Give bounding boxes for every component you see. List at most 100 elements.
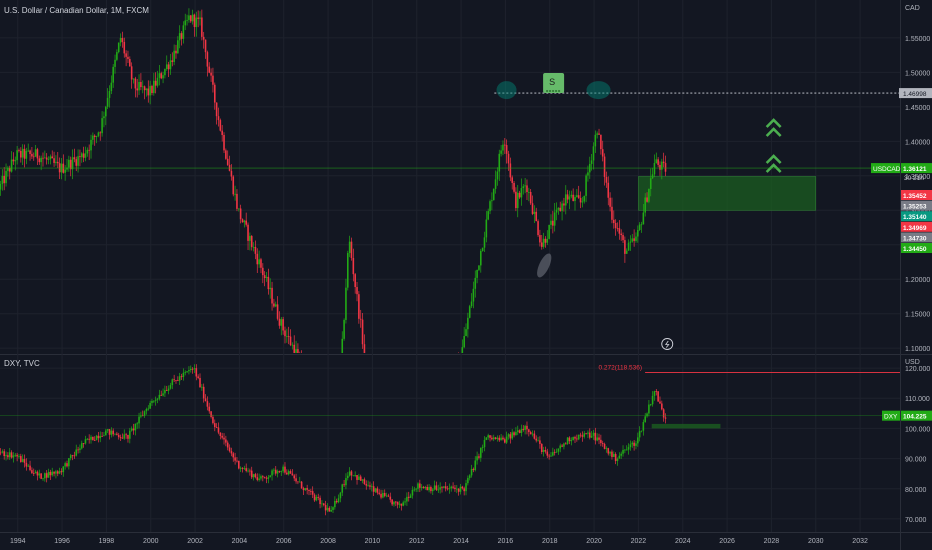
- candle-body: [104, 106, 107, 117]
- candle-body: [254, 246, 257, 254]
- candle-body: [188, 15, 190, 20]
- candle-body: [426, 487, 429, 491]
- candle-body: [544, 238, 547, 243]
- candle-body: [138, 81, 140, 91]
- candle-body: [662, 161, 665, 164]
- candle-body: [492, 437, 495, 440]
- top-marker-ellipse[interactable]: [586, 81, 611, 100]
- candle-body: [513, 432, 515, 436]
- candle-body: [234, 457, 236, 461]
- candle-body: [522, 428, 525, 430]
- candle-body: [522, 186, 525, 189]
- candle-body: [596, 437, 598, 441]
- candle-body: [382, 492, 384, 498]
- candle-body: [232, 453, 235, 458]
- drawings[interactable]: [638, 176, 817, 211]
- candle-body: [661, 161, 663, 170]
- top-marker-ellipse[interactable]: [496, 81, 517, 100]
- candle-body: [655, 391, 658, 392]
- candle-body: [117, 434, 120, 438]
- candle-body: [223, 437, 225, 440]
- candle-body: [256, 253, 259, 265]
- candle-body: [45, 473, 48, 478]
- candle-body: [581, 201, 584, 203]
- candle-body: [529, 191, 532, 204]
- candle-body: [116, 52, 118, 60]
- low-marker-ellipse[interactable]: [534, 252, 554, 280]
- candle-body: [601, 149, 604, 157]
- candle-body: [125, 434, 127, 436]
- candle-body: [576, 438, 578, 440]
- candle-body: [455, 488, 458, 490]
- candle-body: [103, 116, 105, 119]
- annotation-badge[interactable]: [543, 73, 565, 93]
- candle-body: [564, 194, 567, 206]
- candle-body: [213, 423, 216, 428]
- candle-body: [278, 471, 281, 472]
- lightning-glyph: [664, 340, 670, 348]
- dxy-zone[interactable]: [651, 423, 721, 429]
- resistance-badge-text: 1.46998: [903, 91, 927, 98]
- candle-body: [162, 393, 164, 396]
- candle-body: [550, 455, 552, 457]
- candle-body: [498, 437, 501, 441]
- candle-body: [156, 77, 159, 86]
- candle-body: [291, 473, 294, 476]
- y-tick-label: 1.10000: [905, 346, 930, 353]
- x-tick-label: 2002: [187, 538, 203, 545]
- candle-body: [247, 470, 249, 472]
- candle-body: [533, 433, 536, 439]
- candle-body: [93, 440, 96, 441]
- candle-body: [402, 502, 405, 506]
- candle-body: [276, 304, 279, 319]
- candle-body: [535, 438, 538, 441]
- candle-body: [55, 161, 57, 163]
- candle-body: [232, 176, 235, 195]
- candle-body: [84, 153, 87, 158]
- candle-body: [236, 460, 238, 462]
- candle-body: [263, 275, 266, 279]
- candle-body: [93, 135, 96, 138]
- candle-body: [649, 404, 652, 406]
- candle-body: [378, 492, 380, 494]
- candle-body: [206, 52, 209, 67]
- candle-body: [322, 503, 325, 506]
- chevron-up-icon: [765, 154, 782, 164]
- candle-body: [27, 465, 30, 467]
- drawing-overlays[interactable]: S 0.272(118.536): [0, 73, 900, 429]
- candle-body: [613, 219, 615, 223]
- price-axes[interactable]: 1.550001.500001.450001.400001.350001.300…: [905, 5, 930, 524]
- candle-body: [354, 274, 356, 288]
- candle-body: [138, 416, 140, 424]
- dxy-symbol-label: DXY: [884, 414, 898, 421]
- candle-body: [649, 178, 652, 189]
- dxy-candles: [0, 364, 667, 516]
- resistance-badge: [901, 88, 932, 99]
- candle-body: [350, 241, 353, 258]
- candle-body: [605, 448, 608, 450]
- candle-body: [213, 84, 216, 103]
- candle-body: [413, 489, 416, 491]
- candle-body: [600, 134, 602, 150]
- candle-body: [594, 134, 597, 147]
- candle-body: [173, 379, 175, 381]
- candle-body: [470, 468, 473, 476]
- candle-body: [461, 347, 464, 353]
- chevron-up-icon: [765, 127, 782, 137]
- candle-body: [104, 430, 107, 436]
- candle-body: [90, 139, 92, 151]
- candle-body: [262, 267, 264, 276]
- candle-body: [265, 276, 268, 279]
- lightning-icon[interactable]: [661, 338, 674, 350]
- time-axis[interactable]: 1994 1996 1998 2000 2002 2004 2006 2008 2010 2012…: [10, 538, 868, 545]
- dxy-last-price-badge-text: 104.225: [903, 414, 927, 421]
- candle-body: [485, 219, 488, 238]
- candle-body: [463, 488, 465, 492]
- chevron-up-icon: [765, 118, 782, 128]
- candle-body: [346, 253, 349, 288]
- candle-body: [544, 450, 547, 452]
- demand-zone[interactable]: [638, 176, 817, 211]
- candle-body: [380, 493, 382, 498]
- candle-body: [520, 188, 523, 198]
